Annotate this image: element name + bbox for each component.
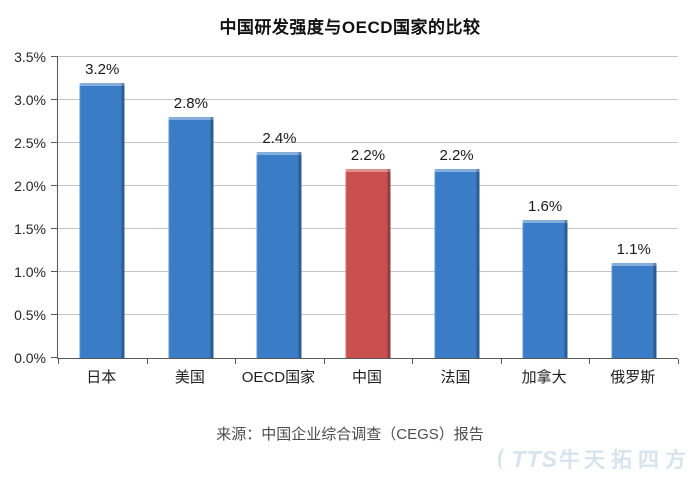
x-axis-category-label: 中国 bbox=[351, 369, 382, 386]
y-axis-tick bbox=[51, 56, 58, 57]
y-axis-tick bbox=[51, 314, 58, 315]
bar bbox=[611, 263, 657, 358]
plot-area: 3.2% 2.8% 2.4% 2.2% 2.2% 1.6% 1.1% bbox=[51, 56, 679, 364]
bar-value-label: 1.1% bbox=[616, 241, 651, 259]
x-axis-tick bbox=[589, 359, 591, 364]
bar-value-label: 2.2% bbox=[439, 146, 474, 164]
y-axis-tick-label: 2.5% bbox=[14, 135, 46, 151]
bar-slot: 1.6% bbox=[501, 57, 590, 358]
y-axis-tick-label: 0.5% bbox=[14, 307, 46, 323]
bar bbox=[434, 168, 480, 358]
x-axis-labels: 日本 美国 OECD国家 中国 法国 加拿大 俄罗斯 bbox=[57, 366, 677, 388]
y-axis-tick-label: 3.0% bbox=[14, 92, 46, 108]
watermark-logo-mark-icon: 牛 bbox=[559, 449, 580, 472]
y-axis-tick bbox=[51, 185, 58, 186]
x-axis-category-label: 美国 bbox=[174, 369, 205, 386]
x-axis-tick bbox=[323, 359, 325, 364]
bar-slot: 2.2% bbox=[412, 57, 501, 358]
bar bbox=[522, 220, 568, 358]
y-axis-tick bbox=[51, 228, 58, 229]
x-axis-category-label: 俄罗斯 bbox=[610, 369, 656, 386]
y-axis-tick-label: 2.0% bbox=[14, 178, 46, 194]
bar-slot: 3.2% bbox=[58, 57, 147, 358]
source-note: 来源：中国企业综合调查（CEGS）报告 bbox=[216, 426, 484, 443]
bar bbox=[79, 82, 125, 358]
bar bbox=[256, 151, 302, 358]
bar-slot: 2.2% bbox=[324, 57, 413, 358]
bar-value-label: 3.2% bbox=[85, 60, 120, 78]
y-axis-tick bbox=[51, 357, 58, 358]
watermark-logo-text: TTS bbox=[511, 445, 558, 472]
gridline bbox=[58, 99, 678, 100]
bar bbox=[168, 117, 214, 358]
watermark: TTS 牛 天拓四方 bbox=[496, 444, 692, 474]
x-axis-tick bbox=[678, 359, 679, 364]
x-axis-category-label: 日本 bbox=[86, 369, 117, 386]
chart-title: 中国研发强度与OECD国家的比较 bbox=[219, 18, 481, 37]
bar-value-label: 2.4% bbox=[262, 129, 297, 147]
bar-value-label: 2.2% bbox=[350, 146, 386, 164]
x-axis-tick bbox=[146, 359, 148, 364]
bar-value-label: 1.6% bbox=[528, 198, 563, 216]
bar-slot: 1.1% bbox=[589, 57, 678, 358]
bar-slot: 2.4% bbox=[235, 57, 324, 358]
y-axis-tick-label: 1.0% bbox=[14, 264, 46, 280]
x-axis-tick bbox=[500, 359, 502, 364]
y-axis-tick bbox=[51, 271, 58, 272]
y-axis-tick-label: 3.5% bbox=[14, 49, 46, 65]
gridline bbox=[58, 56, 678, 57]
watermark-swoosh-icon bbox=[496, 447, 511, 471]
bar-highlight bbox=[345, 168, 391, 358]
bar-value-label: 2.8% bbox=[173, 95, 208, 113]
y-axis-tick-label: 1.5% bbox=[14, 221, 46, 237]
bar-slot: 2.8% bbox=[147, 57, 236, 358]
watermark-company-name: 天拓四方 bbox=[584, 449, 692, 472]
x-axis-category-label: OECD国家 bbox=[241, 369, 316, 386]
y-axis-tick-label: 0.0% bbox=[14, 350, 46, 366]
gridline bbox=[58, 142, 678, 143]
x-axis-tick bbox=[412, 359, 414, 364]
y-axis-labels: 0.0% 0.5% 1.0% 1.5% 2.0% 2.5% 3.0% 3.5% bbox=[0, 49, 46, 366]
y-axis-tick bbox=[51, 142, 58, 143]
x-axis-category-label: 法国 bbox=[440, 369, 471, 386]
x-axis-tick bbox=[58, 359, 59, 364]
x-axis-tick bbox=[235, 359, 237, 364]
y-axis-tick bbox=[51, 99, 58, 100]
x-axis-category-label: 加拿大 bbox=[521, 369, 567, 386]
